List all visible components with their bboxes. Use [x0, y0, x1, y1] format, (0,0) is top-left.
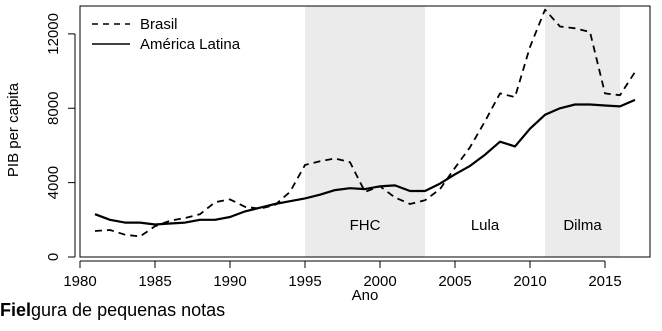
x-tick-label: 2010: [513, 273, 546, 290]
y-axis: 0 4000 8000 12000: [45, 13, 76, 261]
legend-label: América Latina: [140, 36, 241, 53]
x-axis: 1980 1985 1990 1995 2000 2005 2010 2015: [63, 260, 622, 290]
x-axis-label: Ano: [352, 287, 379, 300]
x-tick-label: 2000: [363, 273, 396, 290]
period-band-fhc: [305, 6, 425, 257]
period-label-fhc: FHC: [350, 217, 381, 234]
caption-bold: Fiel: [0, 300, 32, 320]
series-line-brasil: [94, 8, 636, 238]
y-tick-label: 12000: [45, 13, 62, 55]
series-lines: [94, 8, 636, 238]
period-band-dilma: [545, 6, 620, 257]
caption-text: gura de pequenas notas: [31, 300, 226, 320]
x-tick-label: 2015: [588, 273, 621, 290]
y-tick-label: 4000: [45, 166, 62, 199]
y-tick-label: 8000: [45, 92, 62, 125]
shaded-periods: [305, 6, 620, 257]
legend-label: Brasil: [140, 16, 178, 33]
x-tick-label: 2005: [438, 273, 471, 290]
y-axis-label: PIB per capita: [5, 82, 22, 177]
caption: Fielgura de pequenas notas: [0, 300, 225, 321]
plot-frame: [79, 5, 651, 258]
period-labels: FHC Lula Dilma: [350, 217, 603, 234]
x-tick-label: 1990: [213, 273, 246, 290]
chart: FHC Lula Dilma 1980 1985 1990 1995 2000 2005 201…: [5, 5, 651, 300]
x-tick-label: 1980: [63, 273, 96, 290]
period-label-lula: Lula: [471, 217, 500, 234]
y-tick-label: 0: [45, 253, 62, 261]
period-label-dilma: Dilma: [563, 217, 602, 234]
x-tick-label: 1995: [288, 273, 321, 290]
legend: Brasil América Latina: [92, 16, 241, 53]
x-tick-label: 1985: [138, 273, 171, 290]
period-band-lula: [425, 6, 545, 257]
series-line-am-rica-latina: [94, 98, 636, 226]
